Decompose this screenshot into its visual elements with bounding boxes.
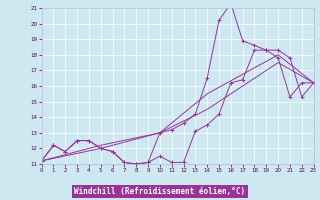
Text: Windchill (Refroidissement éolien,°C): Windchill (Refroidissement éolien,°C) bbox=[75, 187, 245, 196]
